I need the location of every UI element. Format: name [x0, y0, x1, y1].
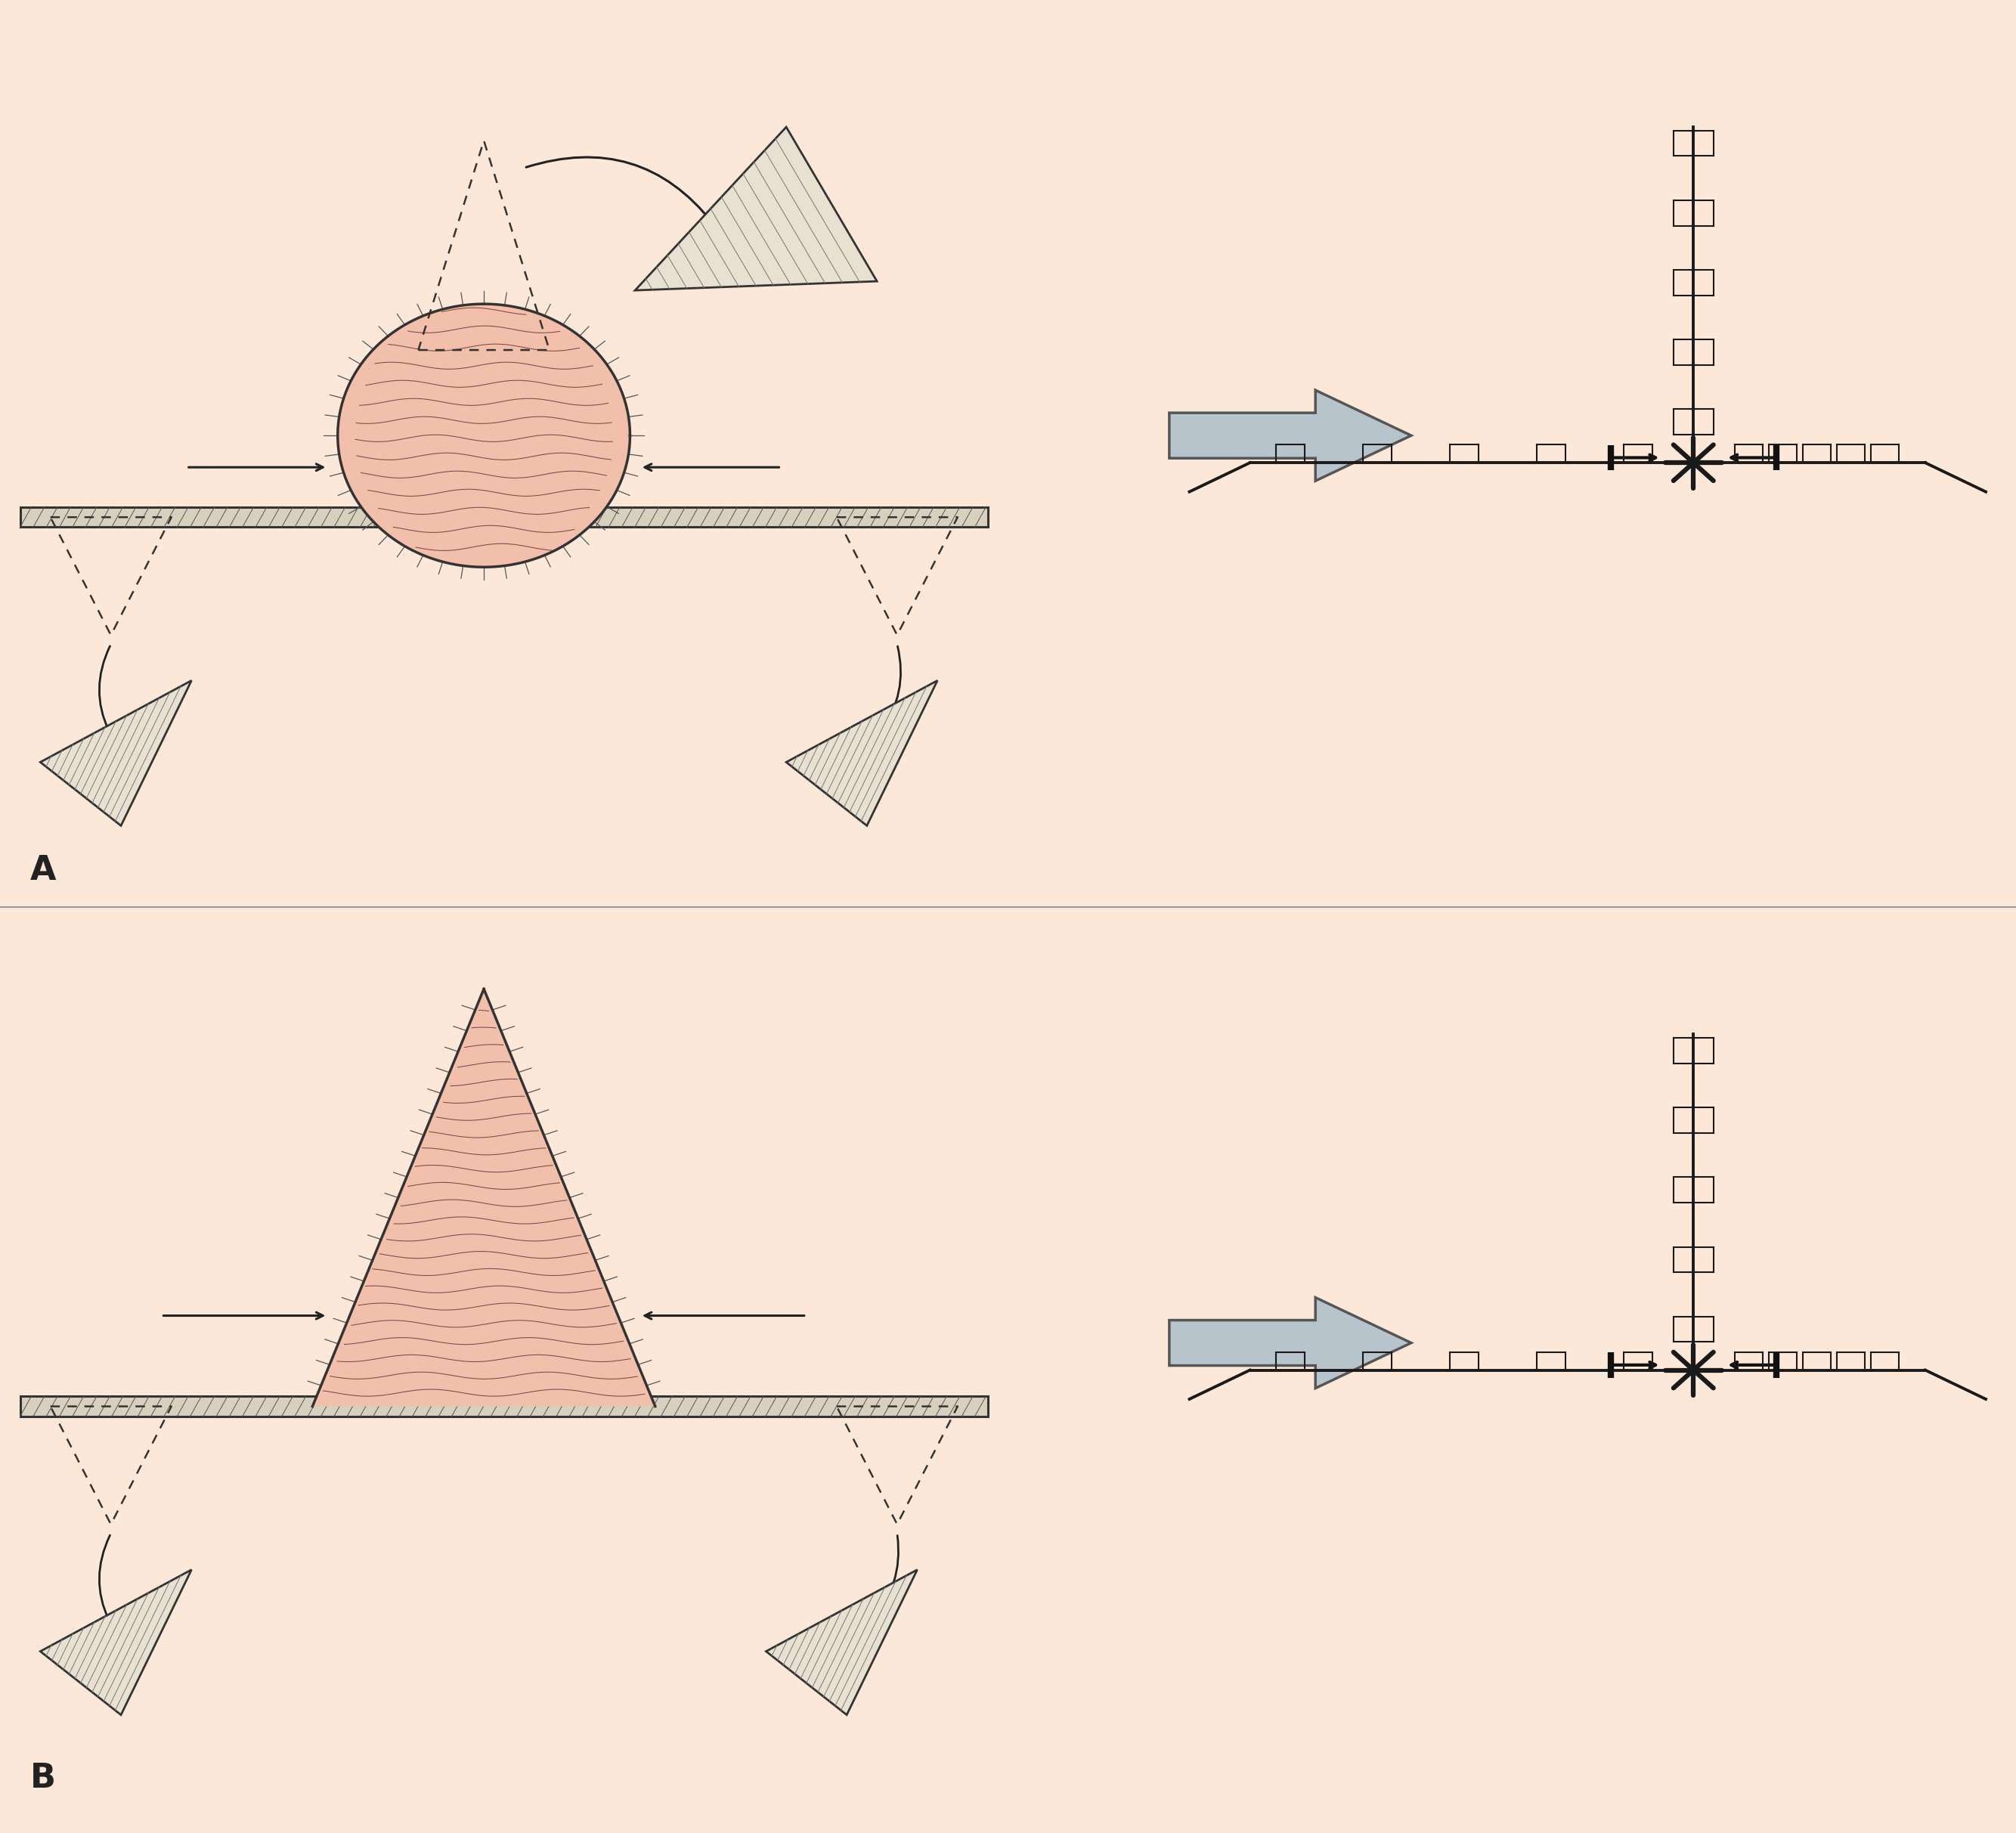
Polygon shape — [40, 680, 192, 825]
Bar — [20, 1397, 988, 1417]
Bar — [20, 508, 988, 528]
Text: A: A — [30, 854, 56, 887]
Polygon shape — [312, 990, 655, 1406]
Circle shape — [339, 304, 629, 566]
Polygon shape — [635, 126, 877, 290]
Polygon shape — [1169, 1298, 1411, 1388]
Polygon shape — [786, 680, 937, 825]
Polygon shape — [1169, 390, 1411, 480]
Polygon shape — [766, 1569, 917, 1716]
Text: B: B — [30, 1762, 56, 1795]
Polygon shape — [40, 1569, 192, 1716]
